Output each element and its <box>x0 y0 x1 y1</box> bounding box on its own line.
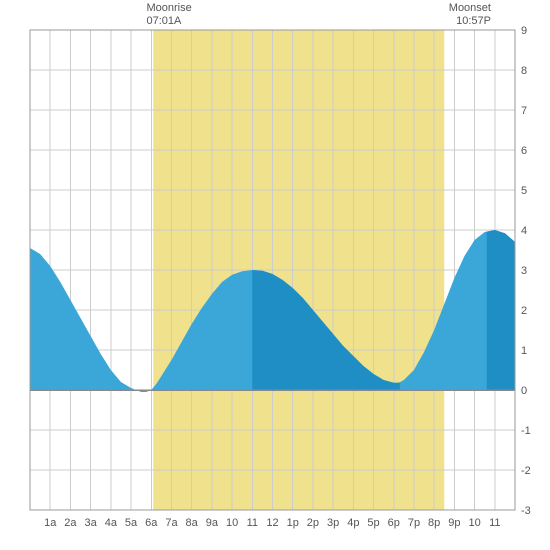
x-tick-label: 7a <box>165 517 178 529</box>
tide-area-shade <box>487 230 515 390</box>
y-tick-label: -2 <box>521 465 531 477</box>
tide-chart: 1a2a3a4a5a6a7a8a9a1011121p2p3p4p5p6p7p8p… <box>0 0 550 550</box>
x-tick-label: 3p <box>327 517 339 529</box>
x-tick-label: 6a <box>145 517 158 529</box>
x-tick-label: 6p <box>388 517 400 529</box>
x-tick-label: 2a <box>64 517 77 529</box>
x-tick-label: 8a <box>186 517 199 529</box>
x-tick-label: 5a <box>125 517 138 529</box>
x-tick-label: 10 <box>226 517 238 529</box>
x-tick-label: 4p <box>347 517 359 529</box>
y-tick-label: 6 <box>521 145 527 157</box>
y-tick-label: 2 <box>521 305 527 317</box>
x-tick-label: 10 <box>468 517 480 529</box>
moonrise-label: Moonrise 07:01A <box>146 2 191 28</box>
y-tick-label: -1 <box>521 425 531 437</box>
x-tick-label: 9p <box>448 517 460 529</box>
x-tick-label: 11 <box>489 517 500 529</box>
y-tick-label: 8 <box>521 65 527 77</box>
moonrise-time: 07:01A <box>146 15 191 28</box>
x-tick-label: 2p <box>307 517 319 529</box>
x-tick-label: 7p <box>408 517 420 529</box>
chart-svg: 1a2a3a4a5a6a7a8a9a1011121p2p3p4p5p6p7p8p… <box>0 0 550 550</box>
x-tick-label: 1p <box>287 517 299 529</box>
x-tick-label: 3a <box>85 517 98 529</box>
moonset-time: 10:57P <box>449 15 491 28</box>
y-tick-label: 5 <box>521 185 527 197</box>
y-tick-label: 0 <box>521 385 527 397</box>
moonset-title: Moonset <box>449 2 491 15</box>
y-tick-label: -3 <box>521 505 531 517</box>
y-tick-label: 3 <box>521 265 527 277</box>
x-tick-label: 12 <box>266 517 278 529</box>
x-tick-label: 9a <box>206 517 219 529</box>
y-tick-label: 9 <box>521 25 527 37</box>
x-tick-label: 4a <box>105 517 118 529</box>
x-tick-label: 11 <box>247 517 258 529</box>
y-tick-label: 7 <box>521 105 527 117</box>
x-tick-label: 1a <box>44 517 57 529</box>
moonset-label: Moonset 10:57P <box>449 2 491 28</box>
y-tick-label: 4 <box>521 225 527 237</box>
y-tick-label: 1 <box>521 345 527 357</box>
x-tick-label: 5p <box>367 517 379 529</box>
moonrise-title: Moonrise <box>146 2 191 15</box>
x-tick-label: 8p <box>428 517 440 529</box>
